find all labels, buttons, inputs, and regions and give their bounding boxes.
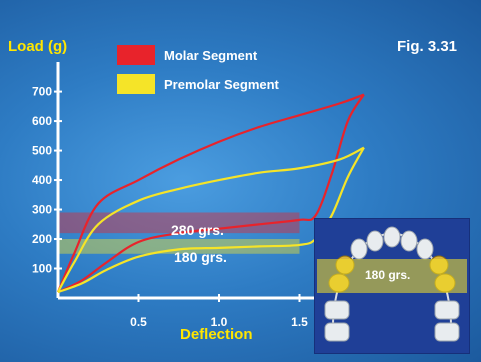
premolar-segment-loading-curve [57, 146, 365, 293]
x-tick-label: 0.5 [130, 315, 147, 329]
force-band [58, 212, 300, 234]
x-axis-label: Deflection [180, 326, 253, 343]
legend-swatch-molar [117, 45, 155, 65]
series-layer [56, 93, 365, 294]
x-tick-label: 1.5 [291, 315, 308, 329]
molar-segment-loading-curve [56, 93, 365, 293]
molar-tooth [324, 322, 350, 342]
legend-label-molar: Molar Segment [164, 47, 258, 63]
force-band [58, 239, 300, 254]
legend-label-premolar: Premolar Segment [164, 76, 279, 92]
molar-tooth [324, 300, 350, 320]
y-tick-label: 500 [32, 144, 52, 158]
dental-arch-inset: 180 grs. [314, 218, 470, 354]
legend-item-molar: Molar Segment [117, 44, 257, 66]
incisor-tooth [383, 226, 401, 248]
figure-number: Fig. 3.31 [397, 38, 458, 55]
dental-arch-illustration [317, 226, 467, 342]
y-axis-label: Load (g) [8, 38, 68, 55]
incisor-tooth [400, 230, 418, 252]
y-tick-label: 600 [32, 114, 52, 128]
premolar-segment-unloading-curve [57, 147, 365, 294]
y-tick-label: 700 [32, 85, 52, 99]
legend-item-premolar: Premolar Segment [117, 73, 279, 95]
legend-swatch-premolar [117, 74, 155, 94]
y-tick-label: 200 [32, 232, 52, 246]
band-label-molar: 280 grs. [171, 222, 224, 238]
molar-tooth [434, 300, 460, 320]
inset-force-band [317, 259, 467, 293]
y-tick-label: 100 [32, 262, 52, 276]
molar-tooth [434, 322, 460, 342]
incisor-tooth [366, 230, 384, 252]
canine-tooth [416, 238, 434, 260]
y-tick-label: 400 [32, 173, 52, 187]
molar-segment-unloading-curve [57, 93, 365, 294]
bands-layer [58, 212, 300, 254]
y-tick-label: 300 [32, 203, 52, 217]
inset-band-label: 180 grs. [365, 268, 411, 282]
x-tick-label: 1.0 [211, 315, 228, 329]
canine-tooth [350, 238, 368, 260]
band-label-premolar: 180 grs. [174, 249, 227, 265]
